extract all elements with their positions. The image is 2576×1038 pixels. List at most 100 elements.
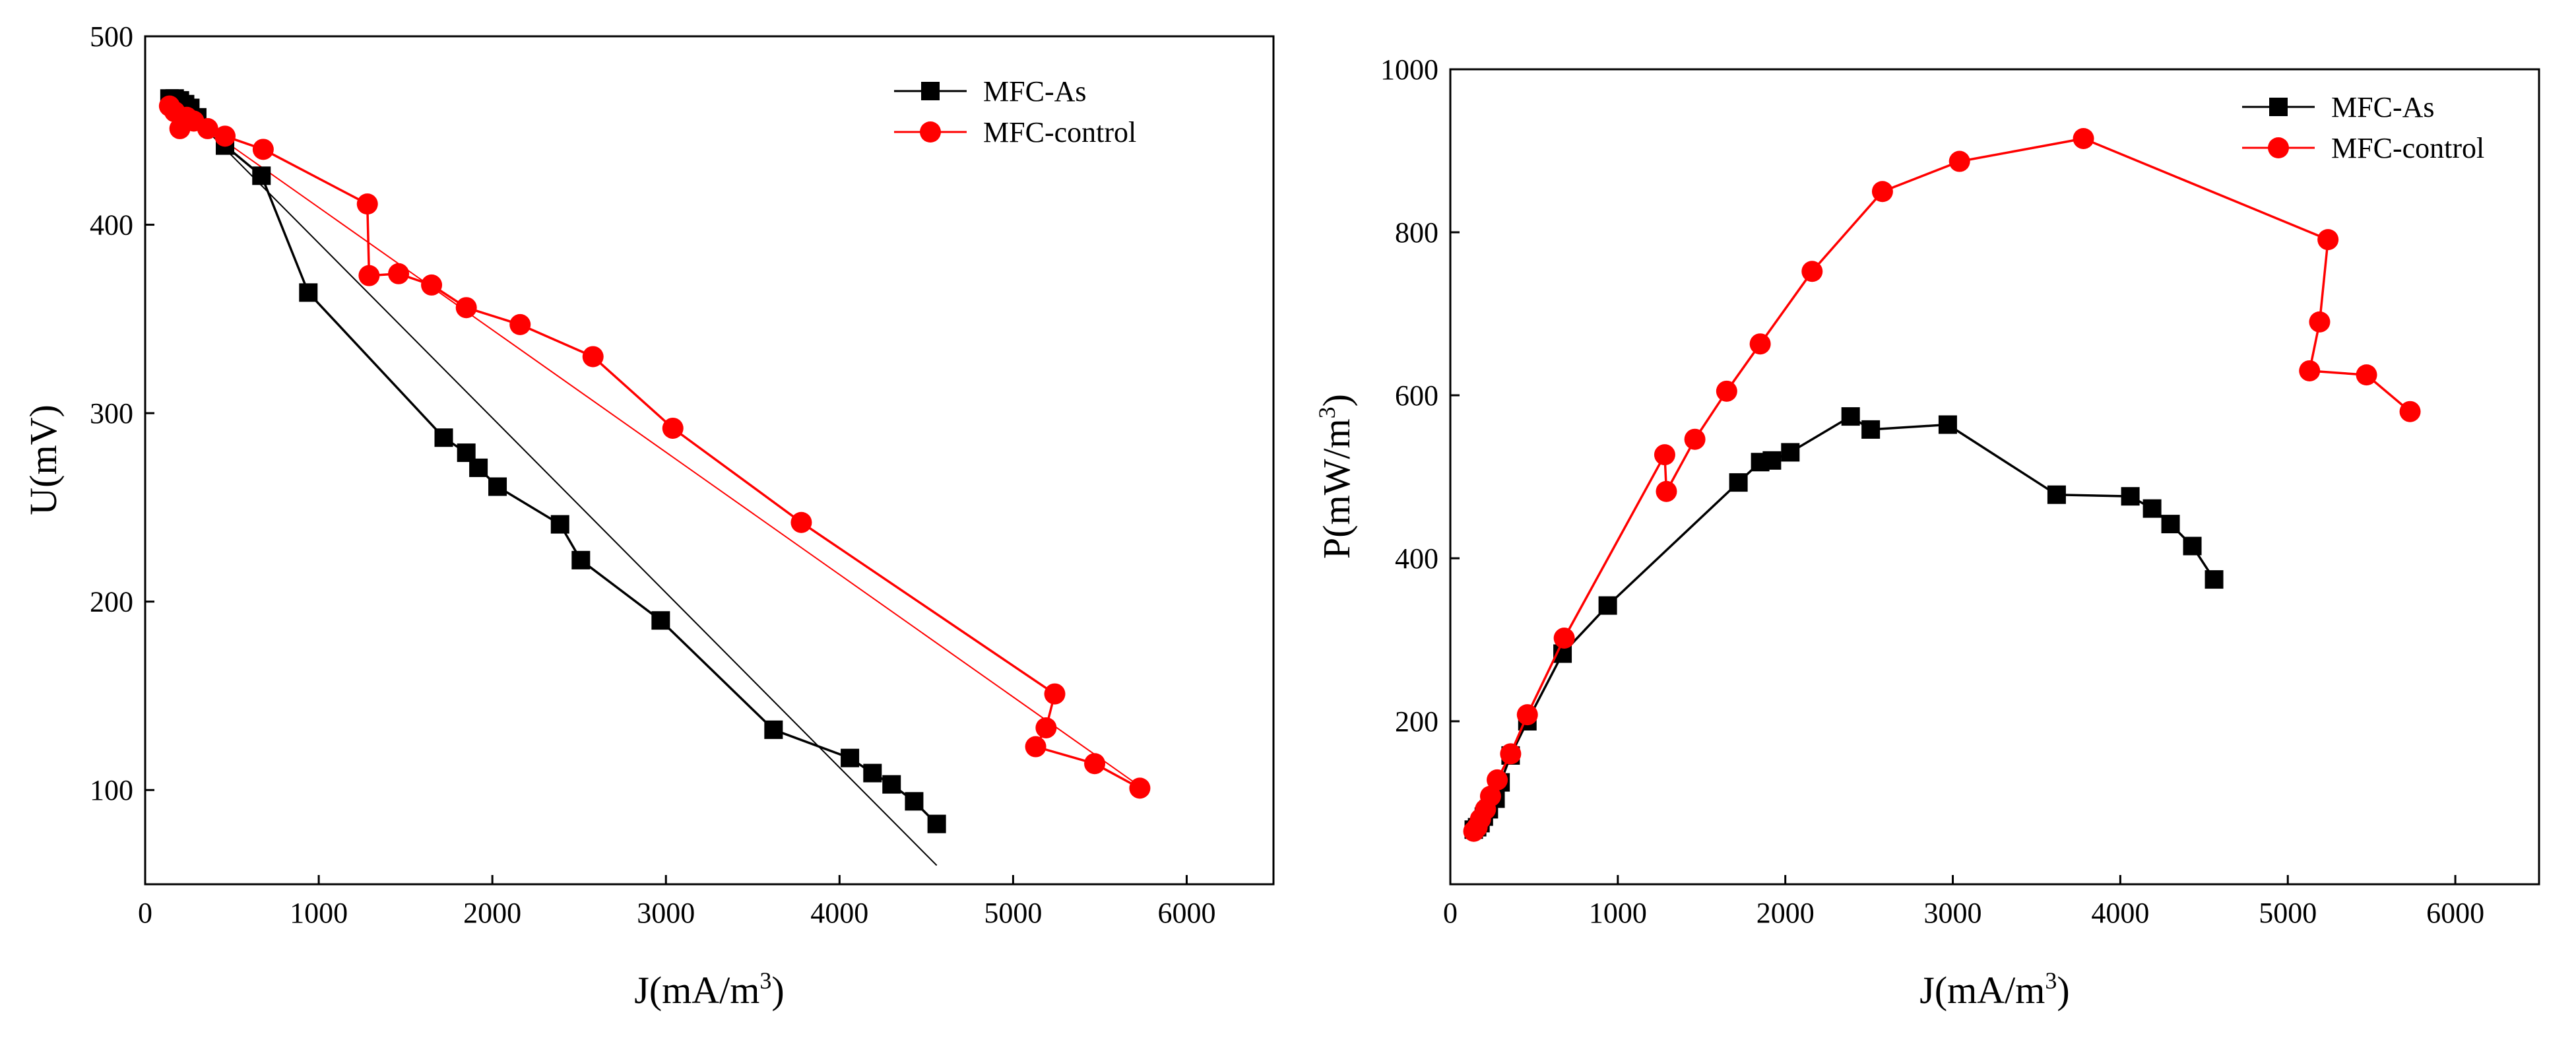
left-point-mfc-as	[488, 477, 507, 496]
right-ticks: 0 1000 2000 3000 4000 5000 6000 200 400 600 800 100…	[1380, 53, 2484, 929]
left-point-mfc-control	[214, 125, 236, 147]
left-point-mfc-control	[1025, 736, 1046, 758]
left-series	[158, 89, 1151, 833]
left-point-mfc-control	[356, 193, 378, 215]
left-point-mfc-as	[841, 748, 860, 767]
left-fit-line-mfc-control	[169, 102, 1141, 787]
right-point-mfc-control	[1684, 428, 1706, 450]
left-point-mfc-as	[469, 458, 488, 477]
left-ticks: 0 1000 2000 3000 4000 5000 6000 100 200 300 400 500	[90, 20, 1215, 929]
right-point-mfc-control	[1656, 480, 1677, 502]
right-y-tick-label: 600	[1395, 379, 1438, 412]
left-legend: MFC-As MFC-control	[894, 75, 1136, 148]
right-point-mfc-control	[1871, 181, 1893, 203]
right-point-mfc-as	[2047, 485, 2066, 504]
right-point-mfc-as	[1598, 596, 1617, 615]
right-point-mfc-as	[1841, 407, 1860, 426]
left-point-mfc-as	[927, 814, 946, 833]
right-point-mfc-control	[1479, 785, 1501, 807]
left-legend-marker-mfc-control	[920, 121, 941, 143]
left-series-line-mfc-control	[168, 105, 1141, 789]
right-x-tick-label: 3000	[1924, 897, 1982, 929]
right-x-tick-label: 0	[1443, 897, 1458, 929]
left-point-mfc-as	[571, 550, 591, 569]
right-point-mfc-as	[1861, 420, 1881, 439]
right-point-mfc-control	[1553, 628, 1575, 649]
right-point-mfc-control	[1654, 444, 1675, 466]
left-point-mfc-as	[651, 611, 670, 630]
left-point-mfc-as	[550, 515, 569, 534]
left-point-mfc-as	[863, 763, 882, 783]
left-y-tick-label: 500	[90, 20, 133, 53]
right-point-mfc-as	[1729, 473, 1748, 492]
left-point-mfc-as	[905, 792, 924, 811]
left-chart: 0 1000 2000 3000 4000 5000 6000 100 200 300 400 500…	[22, 20, 1275, 1012]
left-point-mfc-as	[299, 283, 318, 302]
left-point-mfc-control	[509, 313, 531, 335]
right-x-tick-label: 5000	[2259, 897, 2317, 929]
right-x-tick-label: 2000	[1756, 897, 1815, 929]
right-point-mfc-control	[1801, 261, 1823, 282]
right-point-mfc-control	[1948, 150, 1970, 172]
right-point-mfc-control	[2073, 127, 2094, 149]
right-series	[1463, 127, 2421, 842]
left-point-mfc-as	[764, 720, 783, 739]
left-x-tick-label: 6000	[1157, 897, 1215, 929]
right-point-mfc-control	[1749, 333, 1771, 355]
right-point-mfc-as	[2121, 487, 2140, 506]
left-x-tick-label: 0	[138, 897, 152, 929]
left-point-mfc-control	[582, 346, 604, 368]
left-point-mfc-as	[252, 166, 271, 185]
left-x-tick-label: 4000	[810, 897, 868, 929]
right-legend: MFC-As MFC-control	[2242, 91, 2484, 164]
left-legend-marker-mfc-as	[921, 82, 940, 100]
left-point-mfc-control	[1129, 777, 1151, 799]
left-x-tick-label: 5000	[984, 897, 1042, 929]
left-point-mfc-as	[882, 775, 901, 794]
right-legend-label-mfc-control: MFC-control	[2331, 132, 2484, 164]
left-point-mfc-control	[662, 417, 684, 439]
left-y-tick-label: 200	[90, 586, 133, 618]
left-point-mfc-control	[1035, 717, 1057, 738]
left-x-axis-title: J(mA/m3)	[634, 967, 784, 1012]
left-y-tick-label: 100	[90, 774, 133, 806]
right-x-tick-label: 4000	[2091, 897, 2149, 929]
left-point-mfc-control	[388, 263, 410, 284]
right-point-mfc-control	[2399, 401, 2421, 422]
right-y-tick-label: 200	[1395, 705, 1438, 738]
left-legend-label-mfc-as: MFC-As	[983, 75, 1087, 108]
right-legend-marker-mfc-as	[2269, 98, 2288, 116]
left-point-mfc-control	[358, 265, 380, 286]
left-x-tick-label: 1000	[290, 897, 348, 929]
right-point-mfc-as	[2161, 515, 2180, 534]
right-legend-label-mfc-as: MFC-As	[2331, 91, 2435, 123]
right-series-line-mfc-as	[1473, 415, 2215, 831]
left-plot-frame	[144, 35, 1275, 886]
left-y-tick-label: 300	[90, 397, 133, 430]
right-point-mfc-control	[1500, 743, 1522, 765]
right-point-mfc-control	[1487, 769, 1508, 791]
left-x-tick-label: 2000	[463, 897, 521, 929]
right-y-tick-label: 800	[1395, 216, 1438, 249]
right-point-mfc-as	[2183, 536, 2202, 556]
right-point-mfc-as	[1781, 443, 1800, 462]
left-point-mfc-control	[455, 297, 477, 319]
left-fit-line-mfc-as	[169, 92, 938, 866]
right-x-axis-title: J(mA/m3)	[1919, 967, 2069, 1012]
right-point-mfc-control	[2317, 229, 2339, 251]
left-point-mfc-control	[790, 511, 812, 533]
left-point-mfc-control	[1084, 753, 1106, 775]
left-y-tick-label: 400	[90, 209, 133, 242]
right-y-tick-label: 400	[1395, 542, 1438, 575]
right-chart: 0 1000 2000 3000 4000 5000 6000 200 400 600 800 100…	[1314, 53, 2540, 1012]
left-point-mfc-control	[1044, 683, 1066, 705]
right-y-axis-title: P(mW/m3)	[1314, 394, 1358, 559]
right-point-mfc-control	[2309, 311, 2331, 333]
right-point-mfc-control	[1516, 704, 1538, 726]
right-series-line-mfc-control	[1473, 137, 2411, 832]
left-y-axis-title: U(mV)	[22, 405, 65, 515]
right-x-tick-label: 1000	[1589, 897, 1647, 929]
right-x-tick-label: 6000	[2426, 897, 2484, 929]
